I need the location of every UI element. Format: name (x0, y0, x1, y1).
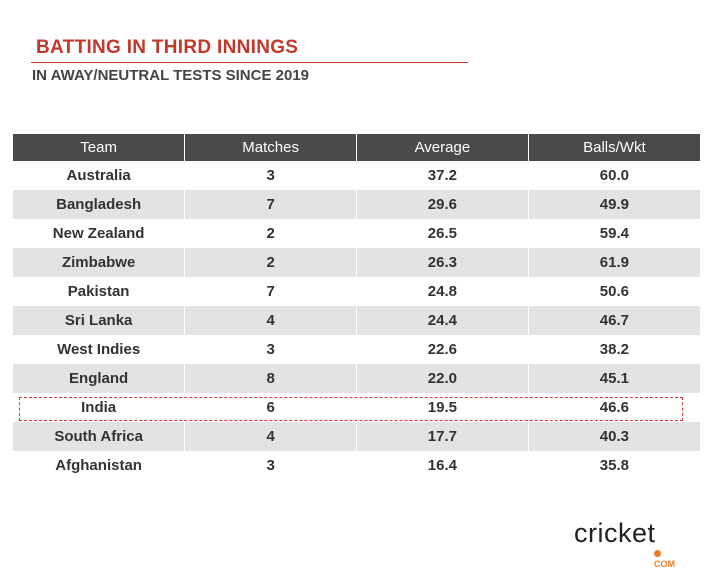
column-header: Matches (184, 134, 357, 161)
table-cell: 22.0 (356, 364, 529, 393)
table-cell: 17.7 (356, 422, 529, 451)
table-cell: South Africa (13, 422, 185, 451)
chart-subtitle: IN AWAY/NEUTRAL TESTS SINCE 2019 (32, 67, 310, 84)
table-cell: 45.1 (527, 364, 700, 393)
table-row: Sri Lanka 4 24.4 46.7 (13, 306, 700, 335)
table-cell: 59.4 (527, 219, 700, 248)
column-header: Balls/Wkt (527, 134, 700, 161)
table-cell: Australia (66, 167, 131, 184)
table-cell: England (13, 364, 185, 393)
table-cell: 46.7 (527, 306, 700, 335)
table-cell: 38.2 (527, 335, 700, 364)
table-cell: 22.6 (356, 335, 529, 364)
stats-table: Team Matches Average Balls/Wkt Australia 3 37… (13, 134, 700, 480)
logo-suffix: COM (654, 549, 675, 569)
table-cell: 8 (184, 364, 357, 393)
table-cell: 2 (184, 219, 357, 248)
table-row: South Africa 4 17.7 40.3 (13, 422, 700, 451)
table-row: Afghanistan 3 16.4 35.8 (13, 451, 700, 480)
table-cell: 61.9 (527, 248, 700, 277)
table-row: England 8 22.0 45.1 (13, 364, 700, 393)
table-cell: 16.4 (356, 451, 529, 480)
india-highlight-box (19, 397, 683, 421)
table-row: Bangladesh 7 29.6 49.9 (13, 190, 700, 219)
table-cell: 7 (184, 190, 357, 219)
table-cell: 29.6 (356, 190, 529, 219)
table-cell: India (81, 399, 117, 416)
table-cell: 60.0 (527, 161, 700, 190)
table-cell: 4 (184, 306, 357, 335)
table-cell: 4 (184, 422, 357, 451)
table-cell: Sri Lanka (13, 306, 185, 335)
table-cell: 3 (184, 451, 357, 480)
table-cell: Bangladesh (13, 190, 185, 219)
table-row: New Zealand 2 26.5 59.4 (13, 219, 700, 248)
column-header: Average (356, 134, 529, 161)
table-cell: Zimbabwe (13, 248, 185, 277)
table-row: Australia 3 37.2 60.0 (13, 161, 700, 190)
table-cell: 24.8 (356, 277, 529, 306)
table-cell: 26.3 (356, 248, 529, 277)
cricket-com-logo: cricket COM (574, 518, 675, 569)
title-divider (31, 62, 468, 63)
table-cell: 3 (184, 335, 357, 364)
chart-title: BATTING IN THIRD INNINGS (36, 37, 299, 58)
table-cell: 3 (184, 161, 357, 190)
logo-word: cricket (574, 518, 656, 548)
table-row: Zimbabwe 2 26.3 61.9 (13, 248, 700, 277)
table-cell: 24.4 (356, 306, 529, 335)
table-cell: New Zealand (52, 225, 145, 242)
table-cell: 7 (184, 277, 357, 306)
table-cell: 37.2 (356, 161, 529, 190)
table-cell: 2 (184, 248, 357, 277)
table-cell: 50.6 (527, 277, 700, 306)
table-cell: 40.3 (527, 422, 700, 451)
table-cell: 35.8 (527, 451, 700, 480)
table-row: West Indies 3 22.6 38.2 (13, 335, 700, 364)
table-cell: Pakistan (67, 283, 130, 300)
table-cell: Afghanistan (55, 457, 142, 474)
table-row: Pakistan 7 24.8 50.6 (13, 277, 700, 306)
table-cell: West Indies (57, 341, 141, 358)
table-cell: 26.5 (356, 219, 529, 248)
column-header: Team (13, 134, 185, 161)
table-cell: 49.9 (527, 190, 700, 219)
